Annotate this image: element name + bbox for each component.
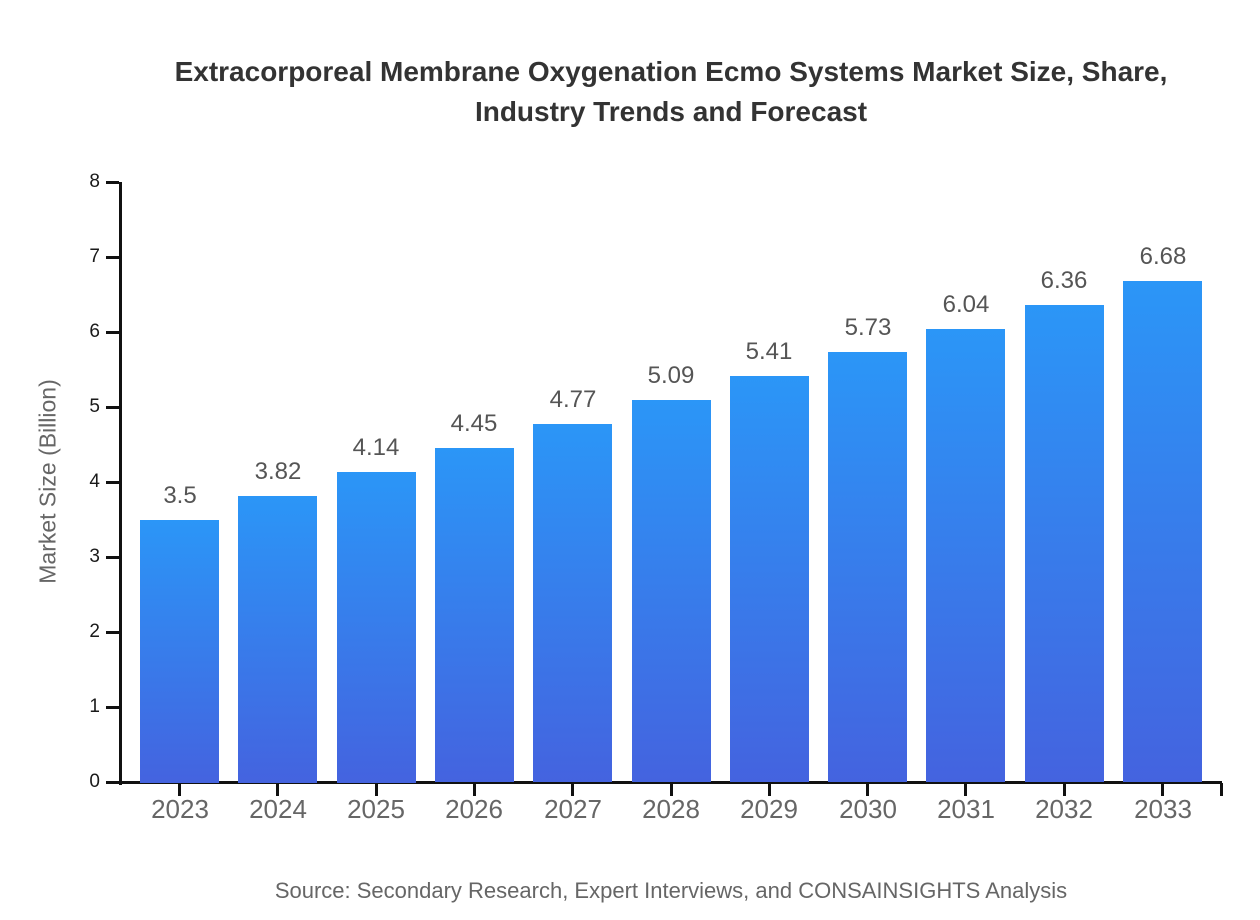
bar: [1025, 305, 1104, 782]
x-tick-label: 2031: [937, 794, 995, 824]
bar-value-label: 4.14: [352, 434, 400, 461]
y-tick-mark: [106, 481, 119, 484]
source-note: Source: Secondary Research, Expert Inter…: [274, 878, 1068, 903]
bar-value-label: 4.77: [549, 386, 597, 413]
bar: [337, 472, 416, 783]
y-tick-mark: [106, 256, 119, 259]
bar-value-label: 6.04: [942, 291, 990, 318]
x-tick-label: 2025: [347, 794, 405, 824]
y-tick-label: 6: [89, 321, 100, 342]
y-tick-label: 2: [89, 621, 100, 642]
x-tick-mark: [1161, 783, 1164, 796]
bar: [140, 520, 219, 783]
bar-value-label: 6.68: [1139, 243, 1187, 270]
x-tick-mark: [276, 783, 279, 796]
x-tick-mark: [768, 783, 771, 796]
x-tick-mark: [571, 783, 574, 796]
x-tick-mark: [473, 783, 476, 796]
x-tick-label: 2029: [740, 794, 798, 824]
chart-title-line2: Industry Trends and Forecast: [474, 96, 868, 127]
bar: [435, 448, 514, 782]
x-tick-mark: [866, 783, 869, 796]
y-tick-label: 5: [89, 396, 100, 417]
y-tick-mark: [106, 781, 119, 784]
x-tick-label: 2026: [445, 794, 503, 824]
x-tick-label: 2030: [839, 794, 897, 824]
bar: [1123, 281, 1202, 782]
y-tick-mark: [106, 181, 119, 184]
bar-value-label: 4.45: [450, 410, 498, 437]
bar: [828, 352, 907, 782]
y-tick-label: 3: [89, 546, 100, 567]
bar-value-label: 5.73: [844, 314, 892, 341]
bar: [926, 329, 1005, 782]
bar: [238, 496, 317, 783]
x-tick-mark: [375, 783, 378, 796]
bar-value-label: 3.5: [163, 482, 197, 509]
x-tick-label: 2032: [1035, 794, 1093, 824]
y-tick-label: 8: [89, 171, 100, 192]
y-tick-mark: [106, 706, 119, 709]
y-axis: [119, 182, 122, 785]
x-axis-end-tick-mark: [1220, 783, 1223, 796]
bar-value-label: 5.09: [647, 362, 695, 389]
y-tick-label: 0: [89, 771, 100, 792]
x-tick-mark: [1063, 783, 1066, 796]
x-tick-label: 2024: [249, 794, 307, 824]
y-tick-mark: [106, 631, 119, 634]
y-tick-mark: [106, 406, 119, 409]
bar: [533, 424, 612, 782]
bar: [730, 376, 809, 782]
chart-title-line1: Extracorporeal Membrane Oxygenation Ecmo…: [174, 56, 1168, 87]
bar-value-label: 6.36: [1040, 267, 1088, 294]
bar-value-label: 3.82: [254, 458, 302, 485]
y-tick-label: 7: [89, 246, 100, 267]
x-tick-mark: [178, 783, 181, 796]
x-tick-mark: [670, 783, 673, 796]
chart-title: Extracorporeal Membrane Oxygenation Ecmo…: [120, 52, 1222, 132]
x-tick-mark: [964, 783, 967, 796]
bar: [632, 400, 711, 782]
x-tick-label: 2023: [151, 794, 209, 824]
bar-value-label: 5.41: [745, 338, 793, 365]
y-tick-mark: [106, 556, 119, 559]
y-tick-label: 4: [89, 471, 100, 492]
y-tick-label: 1: [89, 696, 100, 717]
y-tick-mark: [106, 331, 119, 334]
x-tick-label: 2033: [1134, 794, 1192, 824]
x-tick-label: 2027: [544, 794, 602, 824]
x-tick-label: 2028: [642, 794, 700, 824]
x-axis: [119, 781, 1222, 784]
